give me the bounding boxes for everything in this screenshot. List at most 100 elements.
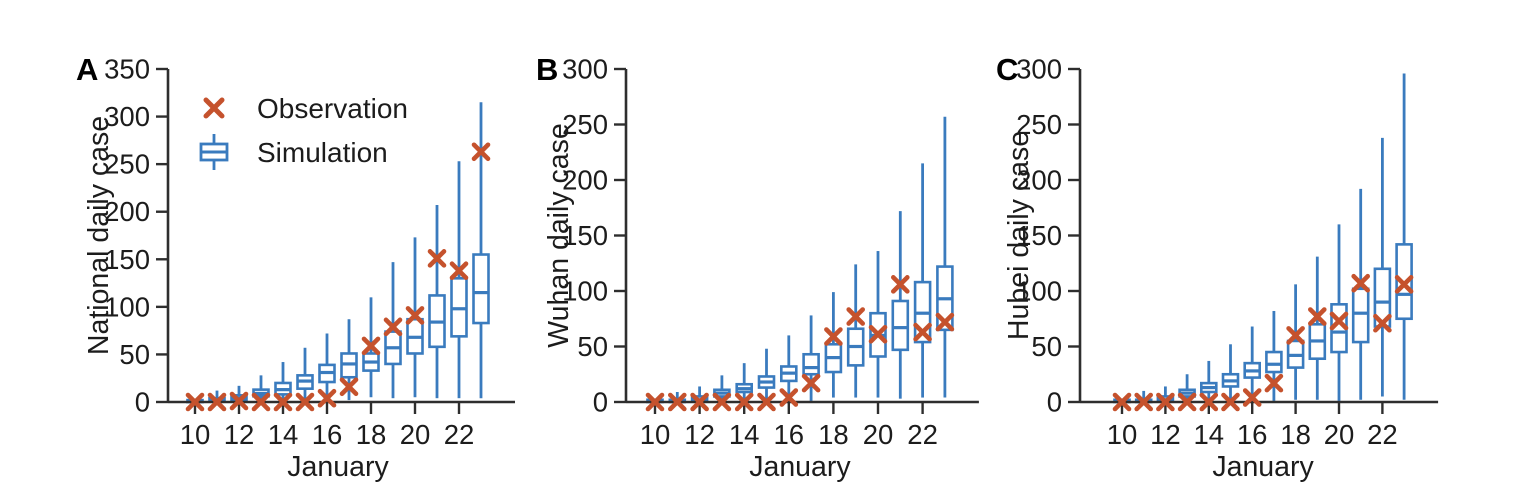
- y-tick-label: 300: [104, 101, 150, 132]
- observation-marker-day-12: [1156, 392, 1175, 412]
- y-tick-label: 150: [562, 220, 608, 251]
- observation-marker-day-18: [824, 327, 843, 346]
- simulation-boxplot-day-15: [296, 347, 314, 402]
- simulation-boxplot-day-17: [340, 319, 358, 401]
- observation-marker-day-23: [935, 312, 955, 332]
- y-tick-label: 0: [1047, 387, 1062, 418]
- y-tick-label: 250: [104, 149, 150, 180]
- observation-marker-day-22: [913, 322, 932, 342]
- x-tick-label: 10: [1107, 419, 1138, 450]
- legend-observation-label: Observation: [257, 93, 408, 124]
- x-tick-label: 12: [224, 419, 255, 450]
- simulation-boxplot-day-20: [406, 237, 424, 398]
- observation-marker-day-13: [1177, 392, 1197, 412]
- observation-marker-day-19: [846, 307, 866, 326]
- x-tick-label: 14: [1194, 419, 1225, 450]
- simulation-boxplot-day-14: [735, 363, 753, 402]
- observation-marker-day-22: [1373, 313, 1392, 333]
- observation-marker-day-13: [251, 392, 271, 412]
- observation-marker-day-19: [383, 317, 403, 337]
- panel-letter: A: [76, 52, 98, 87]
- observation-marker-day-15: [295, 392, 315, 412]
- simulation-boxplot-day-19: [1308, 256, 1327, 400]
- x-tick-label: 14: [268, 419, 299, 450]
- observation-marker-day-15: [757, 392, 776, 412]
- observation-marker-day-18: [1286, 326, 1305, 345]
- y-tick-label: 0: [135, 387, 150, 418]
- observation-marker-day-10: [185, 392, 205, 412]
- simulation-boxplot-day-23: [472, 102, 490, 399]
- panel-hubei-daily-case: 0 50 100 150 200 250 300 10 12 14 16 18 20 22 January H…: [970, 0, 1460, 494]
- y-tick-label: 0: [593, 387, 608, 418]
- observation-marker-day-14: [273, 392, 293, 412]
- simulation-boxplot-day-16: [779, 335, 798, 401]
- x-tick-label: 20: [1324, 419, 1355, 450]
- panel-letter: C: [996, 52, 1018, 87]
- x-tick-label: 20: [400, 419, 431, 450]
- y-tick-label: 100: [1016, 276, 1062, 307]
- y-tick-label: 50: [1031, 331, 1062, 362]
- x-tick-label: 12: [1150, 419, 1181, 450]
- observation-marker-day-19: [1307, 307, 1327, 326]
- x-tick-label: 16: [1237, 419, 1268, 450]
- observation-marker-day-20: [1329, 311, 1349, 331]
- observation-marker-day-16: [1242, 388, 1262, 407]
- legend-simulation-label: Simulation: [257, 137, 388, 168]
- observation-marker-day-14: [1199, 392, 1219, 412]
- y-tick-label: 200: [562, 165, 608, 196]
- observation-marker-day-21: [427, 249, 447, 268]
- observation-marker-day-20: [868, 324, 888, 344]
- observation-marker-day-12: [229, 391, 249, 411]
- y-tick-label: 50: [577, 331, 608, 362]
- y-tick-label: 100: [562, 276, 608, 307]
- simulation-boxplot-day-15: [757, 348, 776, 402]
- observation-marker-day-21: [1351, 273, 1371, 293]
- y-axis-label: Wuhan daily case: [543, 123, 575, 347]
- observation-marker-day-11: [668, 392, 687, 412]
- simulation-boxplot-day-18: [1286, 284, 1305, 400]
- simulation-boxplot-day-23: [936, 116, 954, 398]
- y-tick-label: 200: [1016, 165, 1062, 196]
- panel-a-boxplot-chart: 0 50 100 150 200 250 300 350 10 12 14 16 18 20 22 Janua…: [76, 52, 515, 483]
- y-tick-label: 50: [119, 339, 150, 370]
- observation-marker-day-21: [890, 275, 910, 294]
- observation-marker-day-12: [690, 392, 709, 412]
- observation-marker-day-17: [1264, 373, 1284, 393]
- simulation-boxplot-day-22: [913, 163, 932, 398]
- legend-simulation-icon: [199, 134, 229, 170]
- observation-marker-day-18: [361, 336, 381, 356]
- x-axis-label: January: [287, 451, 389, 483]
- legend-observation-icon: [203, 97, 225, 119]
- simulation-boxplot-day-15: [1221, 344, 1240, 402]
- simulation-boxplot-day-22: [1373, 137, 1392, 397]
- simulation-boxplot-day-22: [450, 161, 468, 399]
- observation-marker-day-11: [1134, 392, 1153, 412]
- x-tick-label: 10: [180, 419, 211, 450]
- y-tick-label: 350: [104, 54, 150, 85]
- panel-wuhan-daily-case: 0 50 100 150 200 250 300 10 12 14 16 18 20 22 January W…: [510, 0, 1000, 494]
- y-tick-label: 150: [104, 244, 150, 275]
- x-tick-label: 18: [1280, 419, 1311, 450]
- simulation-boxplot-day-17: [802, 315, 820, 401]
- observation-marker-day-16: [317, 388, 337, 408]
- observation-marker-day-10: [1112, 392, 1132, 412]
- y-tick-label: 250: [562, 109, 608, 140]
- observation-marker-day-11: [207, 392, 227, 412]
- observation-marker-day-16: [779, 388, 799, 407]
- y-tick-label: 250: [1016, 109, 1062, 140]
- y-axis-label: Hubei daily case: [1003, 131, 1035, 340]
- x-tick-label: 22: [444, 419, 475, 450]
- y-axis-label: National daily case: [83, 116, 115, 355]
- x-tick-label: 14: [729, 419, 760, 450]
- y-tick-label: 150: [1016, 220, 1062, 251]
- observation-marker-day-17: [339, 377, 359, 397]
- x-axis-label: January: [749, 451, 851, 483]
- simulation-boxplot-day-17: [1265, 310, 1283, 401]
- observation-marker-day-14: [734, 392, 754, 412]
- simulation-boxplot-day-23: [1395, 73, 1413, 400]
- panel-c-boxplot-chart: 0 50 100 150 200 250 300 10 12 14 16 18 20 22 January H…: [996, 52, 1439, 483]
- simulation-boxplot-day-21: [891, 211, 910, 399]
- x-tick-label: 12: [684, 419, 715, 450]
- x-tick-label: 16: [774, 419, 805, 450]
- y-tick-label: 100: [104, 291, 150, 322]
